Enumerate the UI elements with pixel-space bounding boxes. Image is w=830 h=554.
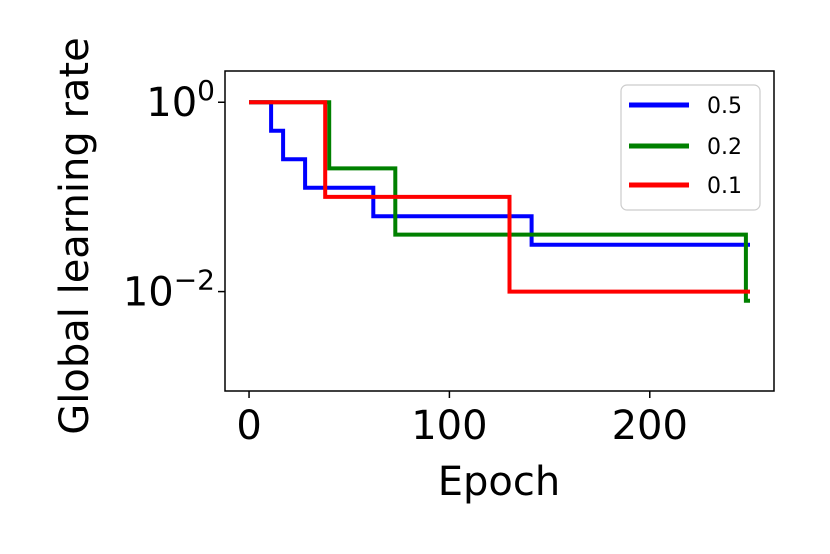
legend-label-0.1: 0.1: [707, 174, 742, 199]
x-tick-label-0: 0: [236, 403, 261, 449]
x-tick-label-1: 100: [411, 403, 487, 449]
y-tick-label-0-exp: 0: [197, 74, 215, 107]
series-line-0.5: [249, 100, 750, 247]
y-tick-label-0: 100: [146, 74, 215, 126]
y-tick-label-1: 10−2: [123, 264, 215, 316]
y-axis-label: Global learning rate: [52, 37, 98, 434]
legend-box: [620, 84, 761, 211]
x-axis: 0 100 200: [236, 391, 688, 449]
legend: 0.5 0.2 0.1: [620, 84, 761, 211]
series-lines: [249, 100, 750, 303]
y-axis: 100 10−2: [123, 74, 225, 316]
y-tick-label-0-base: 10: [146, 80, 197, 126]
y-tick-label-1-exp: −2: [174, 264, 215, 297]
legend-label-0.2: 0.2: [707, 135, 742, 160]
series-line-0.1: [249, 100, 750, 294]
x-axis-label: Epoch: [438, 459, 560, 505]
x-tick-label-2: 200: [612, 403, 688, 449]
y-tick-label-1-base: 10: [123, 270, 174, 316]
legend-label-0.5: 0.5: [707, 94, 742, 119]
